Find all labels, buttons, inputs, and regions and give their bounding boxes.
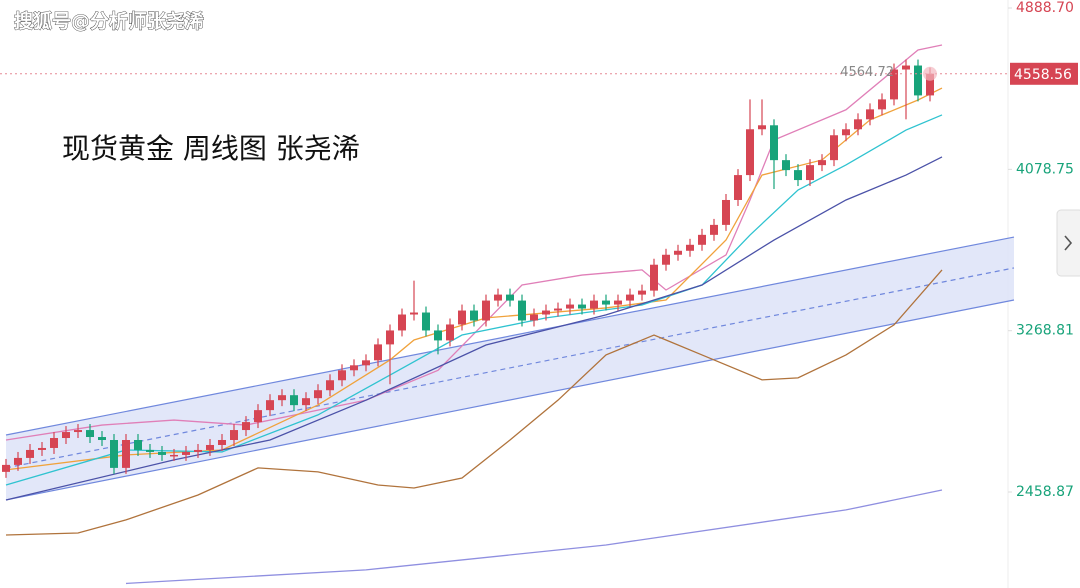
candle-body — [62, 432, 70, 439]
channel-upper — [5, 236, 1015, 436]
candle-body — [878, 99, 886, 110]
candle-body — [98, 437, 106, 441]
candle-body — [434, 330, 442, 341]
y-tick-label: 2458.87 — [1016, 484, 1074, 500]
candle-body — [470, 310, 478, 321]
candle-body — [866, 109, 874, 120]
candle-body — [458, 310, 466, 325]
candle-body — [638, 290, 646, 295]
candle-body — [50, 438, 58, 448]
candle-body — [602, 300, 610, 305]
candle-body — [2, 464, 10, 472]
last-price-label: 4558.56 — [1014, 67, 1072, 83]
candle-body — [590, 300, 598, 309]
candle-body — [254, 410, 262, 423]
candle-body — [734, 175, 742, 200]
candle-body — [206, 444, 214, 450]
candle-body — [218, 440, 226, 445]
high-label: 4564.72 — [840, 65, 894, 80]
candle-body — [554, 308, 562, 311]
candle-body — [854, 119, 862, 130]
candle-body — [518, 300, 526, 321]
candle-body — [302, 398, 310, 406]
candle-body — [722, 199, 730, 225]
candle-body — [350, 365, 358, 371]
candle-body — [902, 65, 910, 70]
candle-body — [314, 390, 322, 399]
candle-body — [614, 300, 622, 305]
indicator-line — [125, 489, 943, 585]
candle-body — [746, 129, 754, 176]
candle-body — [794, 170, 802, 181]
y-tick-label: 4888.70 — [1016, 0, 1074, 16]
candle-body — [290, 395, 298, 406]
indicator-line — [5, 269, 943, 536]
candle-body — [230, 430, 238, 441]
candle-body — [494, 294, 502, 301]
candle-body — [14, 457, 22, 465]
candle-body — [326, 380, 334, 391]
indicator-line — [5, 156, 943, 501]
candle-body — [242, 422, 250, 431]
candle-body — [410, 312, 418, 315]
candle-body — [110, 440, 118, 468]
candle-body — [662, 254, 670, 265]
candle-body — [446, 324, 454, 341]
button-bg[interactable] — [1056, 209, 1080, 277]
candle-body — [710, 224, 718, 235]
candle-body — [26, 449, 34, 458]
candle-body — [134, 440, 142, 450]
candle-body — [74, 430, 82, 433]
candle-body — [830, 135, 838, 161]
candle-body — [374, 344, 382, 361]
candle-body — [278, 395, 286, 401]
watermark: 搜狐号@分析师张尧浠 — [14, 10, 204, 33]
candle-body — [530, 314, 538, 321]
candle-body — [758, 125, 766, 130]
candle-body — [182, 451, 190, 455]
y-tick-label: 4078.75 — [1016, 161, 1074, 177]
candle-body — [842, 129, 850, 136]
last-price-box — [1010, 62, 1078, 85]
candle-body — [578, 304, 586, 309]
candle-body — [338, 370, 346, 381]
candle-body — [398, 314, 406, 331]
candle-body — [506, 294, 514, 301]
candle-body — [770, 125, 778, 161]
candle-body — [698, 234, 706, 245]
candle-body — [122, 440, 130, 468]
candle-body — [806, 165, 814, 181]
candle-body — [566, 304, 574, 309]
candle-body — [926, 73, 934, 96]
candle-body — [194, 449, 202, 452]
candle-body — [890, 69, 898, 100]
candle-body — [482, 300, 490, 321]
candle-body — [914, 65, 922, 96]
candle-body — [38, 447, 46, 450]
y-tick-label: 3268.81 — [1016, 323, 1074, 339]
candle-body — [626, 294, 634, 301]
candle-body — [146, 449, 154, 452]
chart-title: 现货黄金 周线图 张尧浠 — [62, 132, 360, 165]
candle-body — [386, 330, 394, 345]
current-dot — [923, 66, 937, 81]
candle-body — [158, 451, 166, 455]
candle-body — [170, 454, 178, 457]
candle-body — [674, 250, 682, 255]
candle-body — [422, 312, 430, 331]
indicator-line — [5, 44, 943, 441]
candle-body — [266, 400, 274, 411]
candle-body — [686, 244, 694, 251]
candle-body — [86, 430, 94, 438]
candle-body — [818, 160, 826, 166]
candle-body — [362, 360, 370, 366]
chevron[interactable] — [1064, 235, 1073, 251]
channel-lower — [5, 299, 1015, 501]
candle-body — [782, 160, 790, 171]
candle-body — [542, 310, 550, 315]
candle-body — [650, 264, 658, 291]
expand-button[interactable] — [1056, 209, 1080, 277]
channel-middle — [5, 267, 1015, 469]
